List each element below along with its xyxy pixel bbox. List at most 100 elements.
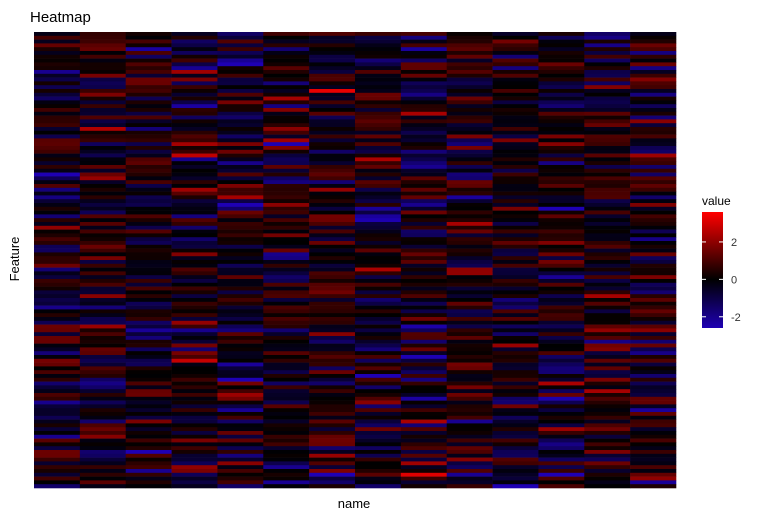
heatmap-tile [538, 343, 585, 348]
heatmap-tile [355, 130, 402, 135]
heatmap-tile [446, 271, 493, 276]
heatmap-tile [400, 366, 448, 371]
legend-title: value [702, 194, 731, 208]
heatmap-tile [355, 434, 402, 439]
heatmap-tile [79, 267, 127, 272]
heatmap-tile [34, 385, 81, 390]
heatmap-tile [34, 54, 81, 59]
heatmap-tile [630, 309, 677, 314]
heatmap-tile [171, 442, 218, 447]
heatmap-tile [492, 58, 539, 63]
heatmap-tile [34, 472, 81, 477]
heatmap-tile [446, 328, 493, 333]
heatmap-tile [125, 168, 172, 173]
heatmap-tile [79, 377, 127, 382]
heatmap-tile [492, 393, 539, 398]
heatmap-tile [217, 222, 264, 227]
heatmap-tile [492, 396, 539, 401]
heatmap-tile [309, 130, 356, 135]
heatmap-tile [630, 134, 677, 139]
heatmap-tile [584, 472, 631, 477]
heatmap-tile [217, 51, 264, 56]
heatmap-tile [538, 134, 585, 139]
heatmap-tile [309, 225, 356, 230]
heatmap-tile [630, 267, 677, 272]
heatmap-tile [446, 161, 493, 166]
heatmap-tile [446, 457, 493, 462]
heatmap-tile [538, 431, 585, 436]
heatmap-tile [34, 62, 81, 67]
heatmap-tile [538, 161, 585, 166]
heatmap-tile [492, 431, 539, 436]
heatmap-tile [446, 301, 493, 306]
heatmap-tile [263, 446, 310, 451]
heatmap-tile [538, 339, 585, 344]
heatmap-tile [492, 146, 539, 151]
heatmap-tile [355, 39, 402, 44]
heatmap-tile [34, 355, 81, 360]
heatmap-tile [355, 191, 402, 196]
heatmap-tile [217, 134, 264, 139]
heatmap-tile [217, 100, 264, 105]
heatmap-tile [217, 32, 264, 37]
heatmap-tile [125, 111, 172, 116]
heatmap-tile [355, 195, 402, 200]
heatmap-tile [538, 457, 585, 462]
heatmap-tile [309, 108, 356, 113]
heatmap-tile [79, 412, 127, 417]
heatmap-tile [446, 305, 493, 310]
heatmap-tile [309, 199, 356, 204]
heatmap-tile [171, 408, 218, 413]
heatmap-tile [171, 324, 218, 329]
heatmap-tile [446, 446, 493, 451]
heatmap-tile [400, 58, 448, 63]
heatmap-tile [584, 32, 631, 37]
heatmap-tile [309, 66, 356, 71]
heatmap-tile [34, 317, 81, 322]
heatmap-tile [309, 286, 356, 291]
heatmap-tile [217, 241, 264, 246]
heatmap-tile [309, 210, 356, 215]
heatmap-tile [400, 339, 448, 344]
heatmap-tile [217, 431, 264, 436]
heatmap-tile [125, 203, 172, 208]
heatmap-tile [171, 47, 218, 52]
heatmap-tile [79, 180, 127, 185]
heatmap-tile [79, 453, 127, 458]
heatmap-tile [630, 229, 677, 234]
heatmap-tile [584, 260, 631, 265]
heatmap-tile [492, 142, 539, 147]
heatmap-tile [171, 119, 218, 124]
heatmap-tile [171, 450, 218, 455]
heatmap-tile [217, 415, 264, 420]
heatmap-tile [400, 180, 448, 185]
heatmap-tile [79, 191, 127, 196]
heatmap-tile [630, 290, 677, 295]
heatmap-tile [446, 47, 493, 52]
heatmap-tile [400, 108, 448, 113]
heatmap-tile [125, 195, 172, 200]
heatmap-tile [538, 427, 585, 432]
heatmap-tile [400, 423, 448, 428]
heatmap-tile [125, 442, 172, 447]
heatmap-tile [79, 328, 127, 333]
heatmap-tile [263, 187, 310, 192]
heatmap-tile [217, 351, 264, 356]
heatmap-tile [34, 85, 81, 90]
heatmap-tile [309, 450, 356, 455]
heatmap-tile [125, 393, 172, 398]
heatmap-tile [263, 153, 310, 158]
heatmap-tile [630, 320, 677, 325]
heatmap-tile [125, 366, 172, 371]
heatmap-tile [538, 290, 585, 295]
heatmap-tile [446, 168, 493, 173]
heatmap-tile [34, 157, 81, 162]
heatmap-tile [263, 366, 310, 371]
heatmap-tile [309, 77, 356, 82]
heatmap-tile [492, 358, 539, 363]
heatmap-tile [400, 298, 448, 303]
heatmap-tile [355, 362, 402, 367]
heatmap-tile [400, 244, 448, 249]
heatmap-tile [538, 415, 585, 420]
heatmap-tile [630, 73, 677, 78]
